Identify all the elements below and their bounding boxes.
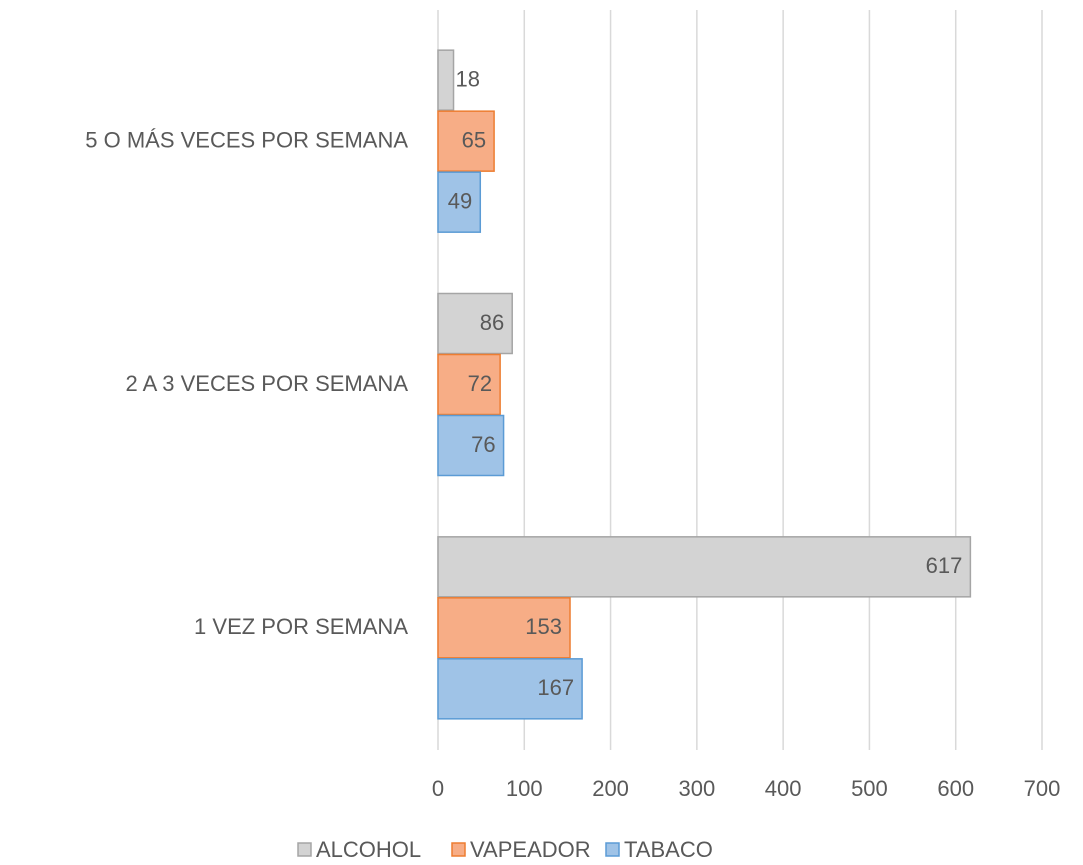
data-label: 65 <box>462 127 486 152</box>
x-tick-label: 100 <box>506 776 543 801</box>
bar <box>437 110 495 172</box>
bar <box>437 353 501 416</box>
data-label: 18 <box>456 66 480 91</box>
data-label: 167 <box>537 675 574 700</box>
legend-label: TABACO <box>624 837 713 862</box>
legend-swatch <box>451 842 466 857</box>
data-label: 153 <box>525 614 562 639</box>
data-label: 86 <box>480 310 504 335</box>
x-tick-label: 300 <box>678 776 715 801</box>
bar <box>437 536 972 598</box>
bar <box>437 414 505 477</box>
x-tick-label: 500 <box>851 776 888 801</box>
data-label: 617 <box>926 553 963 578</box>
bar <box>437 292 513 355</box>
y-tick-label: 2 A 3 VECES POR SEMANA <box>126 371 409 396</box>
y-tick-label: 5 O MÁS VECES POR SEMANA <box>85 127 408 152</box>
legend-swatch <box>605 842 620 857</box>
legend-label: VAPEADOR <box>470 837 591 862</box>
bar <box>437 49 455 111</box>
data-label: 76 <box>471 432 495 457</box>
data-label: 72 <box>468 371 492 396</box>
x-tick-label: 400 <box>765 776 802 801</box>
x-tick-label: 700 <box>1024 776 1061 801</box>
legend-label: ALCOHOL <box>316 837 421 862</box>
y-tick-label: 1 VEZ POR SEMANA <box>194 614 408 639</box>
legend-swatch <box>297 842 312 857</box>
x-tick-label: 0 <box>432 776 444 801</box>
bar <box>437 597 571 659</box>
bar <box>437 171 482 233</box>
x-tick-label: 200 <box>592 776 629 801</box>
x-tick-label: 600 <box>937 776 974 801</box>
bar <box>437 658 583 720</box>
data-label: 49 <box>448 188 472 213</box>
